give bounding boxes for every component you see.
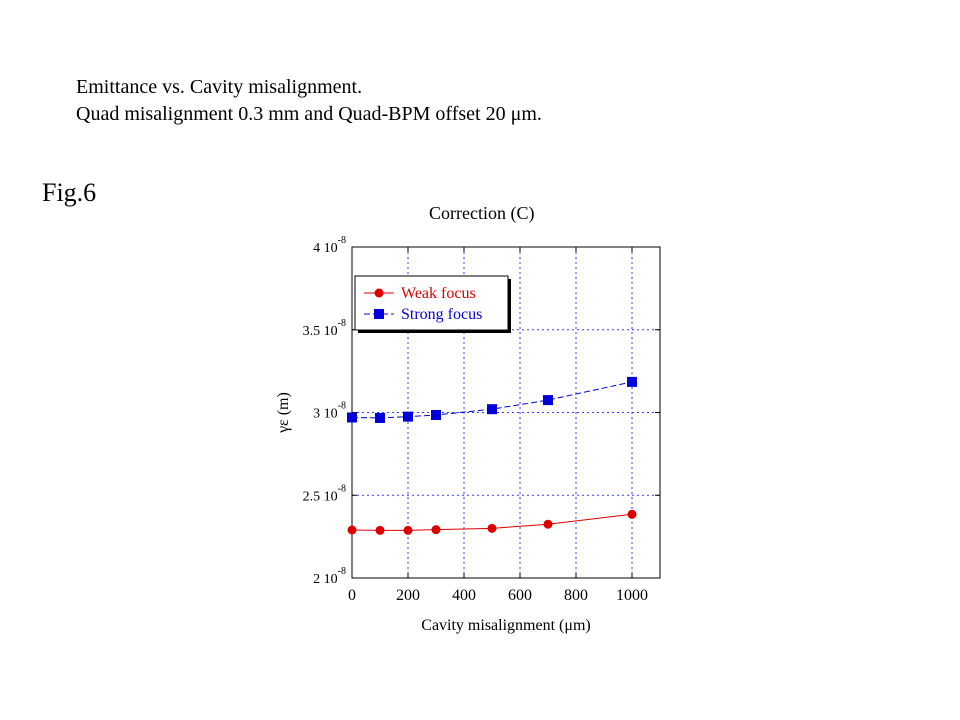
series-0-point-2 <box>403 525 413 535</box>
series-1-point-3 <box>431 409 441 420</box>
series-0-point-4 <box>487 523 497 533</box>
x-tick-label-0: 0 <box>348 587 356 604</box>
series-1-point-6 <box>627 376 637 387</box>
x-tick-label-2: 400 <box>452 587 476 604</box>
y-tick-label-0: 2 10-8 <box>313 566 346 587</box>
x-tick-label-3: 600 <box>508 587 532 604</box>
header-line-1: Emittance vs. Cavity misalignment. <box>76 76 363 98</box>
series-0-point-0 <box>347 525 357 535</box>
y-tick-label-1: 2.5 10-8 <box>303 483 346 504</box>
legend-box <box>354 275 509 331</box>
x-tick-label-1: 200 <box>396 587 420 604</box>
x-axis-label: Cavity misalignment (μm) <box>421 617 590 634</box>
series-1-point-4 <box>487 404 497 415</box>
y-axis-label: γε (m) <box>275 392 292 434</box>
figure-label: Fig.6 <box>42 178 97 207</box>
series-1-point-2 <box>403 411 413 422</box>
legend-label-1: Strong focus <box>401 306 482 323</box>
series-0-point-3 <box>431 525 441 535</box>
legend-marker-0 <box>374 288 384 298</box>
header-text: Emittance vs. Cavity misalignment. Quad … <box>76 74 542 128</box>
series-1-point-0 <box>347 412 357 423</box>
y-tick-label-3: 3.5 10-8 <box>303 318 346 339</box>
chart-title: Correction (C) <box>429 203 535 223</box>
series-1-point-5 <box>543 395 553 406</box>
y-tick-label-4: 4 10-8 <box>313 235 346 256</box>
header-line-2: Quad misalignment 0.3 mm and Quad-BPM of… <box>76 103 542 125</box>
y-tick-label-2: 3 10-8 <box>313 401 346 422</box>
series-1-point-1 <box>375 412 385 423</box>
x-tick-label-4: 800 <box>564 587 588 604</box>
x-tick-label-5: 1000 <box>616 587 648 604</box>
series-0-point-6 <box>627 509 637 519</box>
series-0-point-1 <box>375 525 385 535</box>
series-0-point-5 <box>543 519 553 529</box>
legend-marker-1 <box>374 309 384 319</box>
legend-label-0: Weak focus <box>401 285 476 302</box>
